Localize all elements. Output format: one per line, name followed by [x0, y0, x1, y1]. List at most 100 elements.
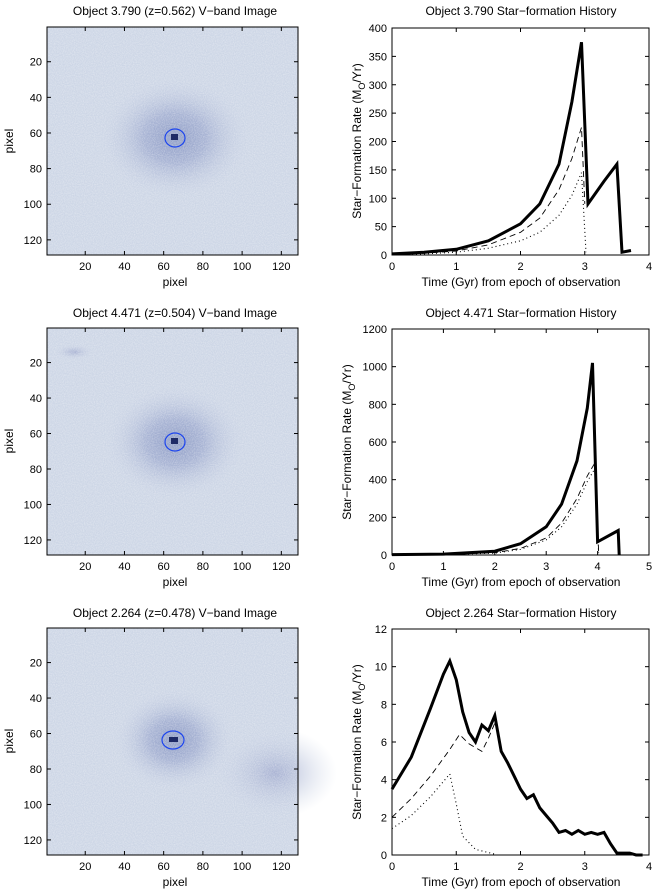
image-x-ticks: 20 40 60 80 100 120 [79, 628, 291, 873]
image-title: Object 2.264 (z=0.478) V−band Image [73, 606, 277, 620]
ylabel-sub: O [357, 83, 367, 90]
x-tick-label: 0 [389, 261, 395, 273]
plot-frame [391, 328, 650, 556]
x-tick-label: 1 [453, 861, 459, 873]
y-tick-label: 40 [30, 92, 42, 104]
x-tick-label: 80 [197, 261, 209, 273]
x-tick-label: 40 [118, 261, 130, 273]
aperture-ring [161, 730, 185, 750]
series-component-dotted [391, 772, 495, 855]
ylabel-main: Star−Formation Rate (M [350, 691, 364, 820]
y-tick-label: 20 [30, 658, 42, 670]
y-tick-label: 100 [24, 199, 42, 211]
image-y-ticks: 20 40 60 80 100 120 [24, 57, 298, 247]
aperture-ring [164, 128, 186, 148]
x-tick-label: 40 [118, 861, 130, 873]
y-tick-label: 60 [30, 429, 42, 441]
image-frame [46, 26, 299, 256]
chart-ylabel: Star−Formation Rate (MO/Yr) [350, 63, 367, 218]
galaxy-image [47, 328, 298, 555]
galaxy-core [171, 134, 178, 140]
x-tick-label: 100 [233, 561, 251, 573]
y-tick-label: 200 [369, 512, 387, 524]
y-tick-label: 6 [381, 737, 387, 749]
chart-xlabel: Time (Gyr) from epoch of observation [422, 275, 621, 289]
y-tick-label: 40 [30, 693, 42, 705]
chart-series [390, 657, 643, 857]
sfh-chart-1: Object 3.790 Star−formation History 0 1 2 3… [350, 4, 652, 289]
y-tick-label: 800 [369, 399, 387, 411]
ylabel-end: /Yr) [350, 63, 364, 82]
aperture-ring [164, 432, 186, 452]
image-frame [46, 627, 299, 856]
y-tick-label: 20 [30, 358, 42, 370]
chart-series [391, 41, 632, 256]
x-tick-label: 40 [118, 561, 130, 573]
y-tick-label: 600 [369, 437, 387, 449]
image-xlabel: pixel [163, 575, 188, 589]
y-tick-label: 300 [369, 80, 387, 92]
x-tick-label: 0 [389, 561, 395, 573]
series-component-dotted [391, 172, 587, 256]
x-tick-label: 4 [646, 261, 652, 273]
y-tick-label: 50 [375, 222, 387, 234]
image-xlabel: pixel [163, 275, 188, 289]
plot-frame [391, 628, 650, 856]
image-ylabel: pixel [2, 429, 16, 454]
y-tick-label: 100 [24, 499, 42, 511]
y-tick-label: 40 [30, 393, 42, 405]
x-tick-label: 2 [517, 861, 523, 873]
x-tick-label: 60 [158, 561, 170, 573]
ylabel-end: /Yr) [340, 364, 354, 383]
y-tick-label: 400 [369, 475, 387, 487]
x-tick-label: 120 [272, 561, 290, 573]
image-panel-2: Object 4.471 (z=0.504) V−band Image 20 40… [2, 306, 299, 589]
image-panel-3: Object 2.264 (z=0.478) V−band Image 20 40… [2, 606, 337, 889]
x-tick-label: 80 [197, 561, 209, 573]
y-tick-label: 150 [369, 165, 387, 177]
x-tick-label: 20 [79, 861, 91, 873]
chart-ylabel: Star−Formation Rate (MO/Yr) [350, 664, 367, 819]
y-tick-label: 0 [381, 850, 387, 862]
chart-ticks: 0 1 2 3 4 0 50 100 150 200 250 300 350 400 [369, 23, 652, 273]
series-total [391, 41, 632, 256]
x-tick-label: 0 [389, 861, 395, 873]
x-tick-label: 2 [517, 261, 523, 273]
image-ylabel: pixel [2, 129, 16, 154]
ylabel-main: Star−Formation Rate (M [350, 90, 364, 219]
image-frame [46, 327, 299, 556]
x-tick-label: 120 [272, 261, 290, 273]
image-noise [47, 27, 298, 255]
y-tick-label: 2 [381, 812, 387, 824]
chart-title: Object 3.790 Star−formation History [425, 4, 616, 18]
image-x-ticks: 20 40 60 80 100 120 [79, 328, 291, 573]
x-tick-label: 60 [158, 261, 170, 273]
x-tick-label: 3 [543, 561, 549, 573]
series-total [391, 362, 621, 557]
y-tick-label: 80 [30, 764, 42, 776]
x-tick-label: 20 [79, 261, 91, 273]
image-ylabel: pixel [2, 729, 16, 754]
x-tick-label: 4 [646, 861, 652, 873]
y-tick-label: 120 [24, 535, 42, 547]
x-tick-label: 4 [595, 561, 601, 573]
x-tick-label: 3 [582, 261, 588, 273]
y-tick-label: 100 [369, 193, 387, 205]
chart-ylabel: Star−Formation Rate (MO/Yr) [340, 364, 357, 519]
y-tick-label: 1000 [363, 362, 387, 374]
chart-title: Object 4.471 Star−formation History [425, 306, 616, 320]
y-tick-label: 120 [24, 835, 42, 847]
x-tick-label: 3 [582, 861, 588, 873]
x-tick-label: 5 [646, 561, 652, 573]
ylabel-sub: O [347, 384, 357, 391]
series-component-dashed [391, 723, 496, 818]
x-tick-label: 60 [158, 861, 170, 873]
y-tick-label: 250 [369, 108, 387, 120]
sfh-chart-2: Object 4.471 Star−formation History 0 1 2 3… [340, 306, 652, 589]
y-tick-label: 60 [30, 128, 42, 140]
chart-series [391, 362, 621, 557]
image-y-ticks: 20 40 60 80 100 120 [24, 658, 298, 847]
